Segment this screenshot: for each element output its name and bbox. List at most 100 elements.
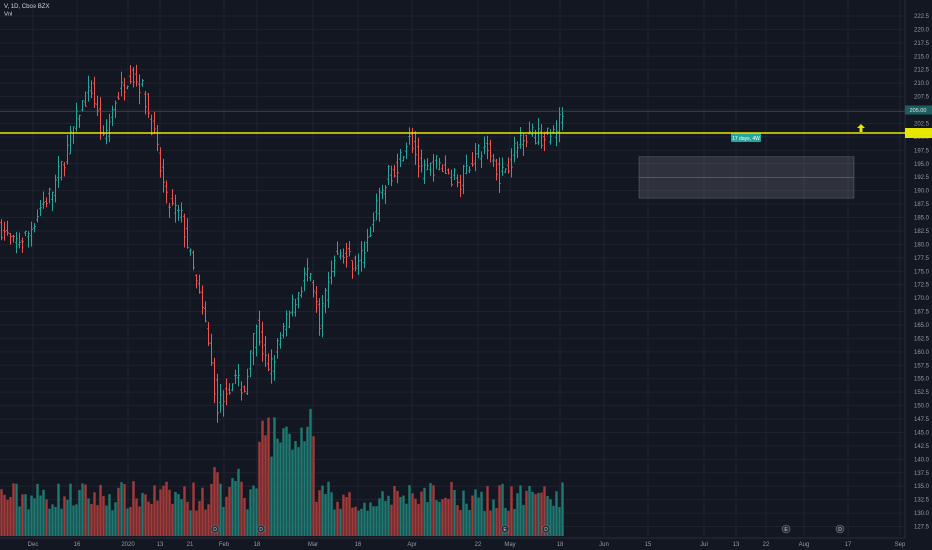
event-marker bbox=[210, 524, 220, 534]
y-tick-label: 220.0 bbox=[914, 27, 930, 33]
volume-bar bbox=[378, 498, 381, 536]
volume-bar bbox=[423, 487, 426, 536]
volume-bar bbox=[207, 504, 210, 536]
x-tick-label: 2020 bbox=[121, 542, 135, 548]
up-arrow-marker bbox=[857, 124, 865, 132]
volume-bar bbox=[3, 494, 6, 536]
volume-bar bbox=[234, 480, 237, 536]
x-tick-label: Dec bbox=[28, 542, 39, 548]
volume-bar bbox=[24, 494, 27, 536]
volume-bar bbox=[294, 441, 297, 536]
volume-bar bbox=[147, 501, 150, 536]
volume-bar bbox=[186, 501, 189, 536]
volume-bar bbox=[555, 491, 558, 536]
volume-bar bbox=[318, 490, 321, 536]
volume-bar bbox=[561, 482, 564, 536]
chart-legend: V, 1D, Cboe BZX Vol bbox=[4, 3, 49, 19]
volume-bar bbox=[267, 417, 270, 536]
volume-bar bbox=[489, 510, 492, 536]
volume-bar bbox=[18, 506, 21, 536]
volume-bar bbox=[144, 494, 147, 536]
volume-bar bbox=[357, 510, 360, 536]
volume-bar bbox=[141, 492, 144, 536]
volume-bar bbox=[57, 483, 60, 536]
volume-bar bbox=[69, 483, 72, 536]
y-tick-label: 160.0 bbox=[914, 350, 930, 356]
volume-bar bbox=[30, 495, 33, 536]
volume-bar bbox=[219, 483, 222, 536]
volume-bar bbox=[390, 504, 393, 536]
volume-bar bbox=[78, 489, 81, 536]
volume-bar bbox=[288, 433, 291, 536]
y-tick-label: 130.0 bbox=[914, 511, 930, 517]
volume-bar bbox=[258, 441, 261, 536]
volume-bar bbox=[546, 495, 549, 536]
volume-bar bbox=[354, 506, 357, 536]
volume-bar bbox=[336, 501, 339, 536]
volume-bar bbox=[285, 426, 288, 536]
event-marker-label: E bbox=[784, 527, 788, 533]
volume-bar bbox=[138, 506, 141, 536]
volume-bar bbox=[366, 510, 369, 536]
volume-bar bbox=[552, 505, 555, 536]
volume-bar bbox=[243, 497, 246, 536]
volume-bar bbox=[306, 426, 309, 536]
volume-bar bbox=[477, 497, 480, 536]
volume-bar bbox=[396, 490, 399, 536]
y-tick-label: 172.5 bbox=[914, 283, 930, 289]
volume-bar bbox=[156, 500, 159, 536]
volume-bar bbox=[114, 502, 117, 536]
y-tick-label: 137.5 bbox=[914, 471, 930, 477]
volume-bar bbox=[36, 483, 39, 536]
y-tick-label: 170.0 bbox=[914, 296, 930, 302]
volume-bar bbox=[15, 483, 18, 536]
volume-bar bbox=[246, 509, 249, 536]
y-tick-label: 145.0 bbox=[914, 430, 930, 436]
volume-bar bbox=[315, 501, 318, 536]
volume-bar bbox=[75, 504, 78, 536]
volume-bar bbox=[0, 489, 3, 536]
y-tick-label: 190.0 bbox=[914, 189, 930, 195]
volume-bar bbox=[402, 495, 405, 536]
volume-bar bbox=[192, 482, 195, 536]
y-tick-label: 177.5 bbox=[914, 256, 930, 262]
y-tick-label: 140.0 bbox=[914, 457, 930, 463]
volume-bar bbox=[504, 508, 507, 536]
volume-bar bbox=[372, 506, 375, 536]
y-tick-label: 195.0 bbox=[914, 162, 930, 168]
volume-bar bbox=[468, 510, 471, 536]
volume-bar bbox=[432, 485, 435, 536]
y-tick-label: 197.5 bbox=[914, 148, 930, 154]
volume-bar bbox=[486, 486, 489, 536]
volume-bar bbox=[444, 497, 447, 536]
y-tick-label: 132.5 bbox=[914, 498, 930, 504]
volume-bar bbox=[507, 510, 510, 536]
volume-bar bbox=[9, 496, 12, 536]
x-tick-label: 16 bbox=[355, 542, 362, 548]
symbol-title[interactable]: V, 1D, Cboe BZX bbox=[4, 4, 50, 10]
volume-bar bbox=[282, 428, 285, 536]
volume-bar bbox=[21, 494, 24, 536]
volume-bar bbox=[459, 510, 462, 536]
volume-bar bbox=[54, 506, 57, 536]
x-tick-label: 21 bbox=[187, 542, 194, 548]
volume-bar bbox=[342, 494, 345, 536]
y-tick-label: 207.5 bbox=[914, 95, 930, 101]
volume-bar bbox=[168, 489, 171, 536]
volume-bar bbox=[51, 504, 54, 536]
volume-bar bbox=[408, 485, 411, 536]
volume-bar bbox=[417, 503, 420, 536]
y-tick-label: 212.5 bbox=[914, 68, 930, 74]
y-tick-label: 157.5 bbox=[914, 363, 930, 369]
volume-bar bbox=[471, 495, 474, 536]
y-tick-label: 185.0 bbox=[914, 216, 930, 222]
volume-bar bbox=[543, 486, 546, 536]
volume-label[interactable]: Vol bbox=[4, 12, 13, 18]
volume-bar bbox=[183, 486, 186, 536]
event-marker bbox=[781, 524, 791, 534]
y-tick-label: 222.5 bbox=[914, 14, 930, 20]
volume-bar bbox=[339, 508, 342, 536]
volume-bar bbox=[90, 503, 93, 536]
volume-bar bbox=[213, 467, 216, 536]
